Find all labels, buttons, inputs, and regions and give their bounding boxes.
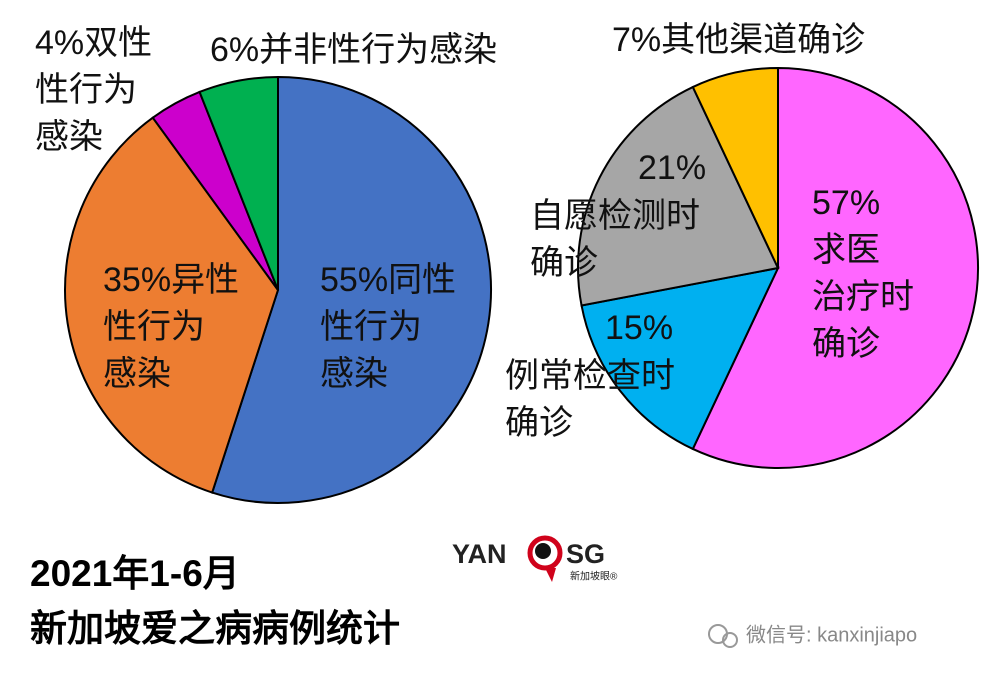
slice-label: 4%双性	[35, 24, 152, 62]
category-label: 确诊	[530, 244, 598, 282]
value-label: 7%	[612, 21, 661, 59]
category-label: 同性	[388, 261, 456, 299]
footer-title: 新加坡爱之病病例统计	[30, 608, 400, 649]
value-label: 55%	[320, 261, 388, 299]
category-label: 性行为	[103, 308, 205, 346]
logo-subtext: 新加坡眼®	[570, 570, 618, 583]
slice-label: 35%异性	[103, 261, 239, 299]
category-label: 确诊	[812, 325, 880, 363]
category-label: 自愿检测时	[530, 197, 700, 235]
value-label: 21%	[638, 149, 706, 187]
watermark: 微信号: kanxinjiapo	[708, 623, 917, 648]
category-label: 例常检查时	[505, 357, 675, 395]
category-label: 求医	[812, 231, 880, 269]
category-label: 其他渠道确诊	[661, 21, 865, 59]
value-label: 57%	[812, 184, 880, 222]
footer-title: 2021年1-6月	[30, 553, 240, 594]
category-label: 并非性行为感染	[259, 31, 497, 69]
value-label: 15%	[605, 309, 673, 347]
category-label: 异性	[171, 261, 239, 299]
pie-slice	[691, 66, 779, 269]
pie-chart	[577, 66, 979, 469]
watermark-text: 微信号: kanxinjiapo	[746, 623, 917, 646]
watermark-icon	[708, 624, 728, 644]
logo-text: SG	[566, 539, 605, 569]
logo: YAN SG 新加坡眼®	[452, 535, 618, 583]
value-label: 4%	[35, 24, 84, 62]
category-label: 感染	[103, 355, 171, 393]
pie-slice	[198, 75, 279, 291]
pie-chart	[64, 75, 492, 504]
value-label: 35%	[103, 261, 171, 299]
logo-icon	[535, 543, 551, 559]
slice-label: 6%并非性行为感染	[210, 31, 497, 69]
pie-slice	[691, 66, 979, 469]
category-label: 性行为	[320, 308, 422, 346]
slice-label: 7%其他渠道确诊	[612, 21, 865, 59]
category-label: 治疗时	[812, 278, 914, 316]
logo-icon	[545, 568, 556, 582]
pie-slice	[210, 75, 492, 504]
pie-slice	[580, 266, 780, 451]
slice-label: 55%同性	[320, 261, 456, 299]
value-label: 6%	[210, 31, 259, 69]
category-label: 感染	[320, 355, 388, 393]
category-label: 感染	[35, 118, 103, 156]
watermark-icon	[722, 632, 738, 648]
category-label: 性行为	[35, 71, 137, 109]
category-label: 双性	[84, 24, 152, 62]
category-label: 确诊	[505, 404, 573, 442]
logo-text: YAN	[452, 539, 507, 569]
pie-slice	[64, 116, 280, 494]
pie-slice	[577, 85, 780, 307]
